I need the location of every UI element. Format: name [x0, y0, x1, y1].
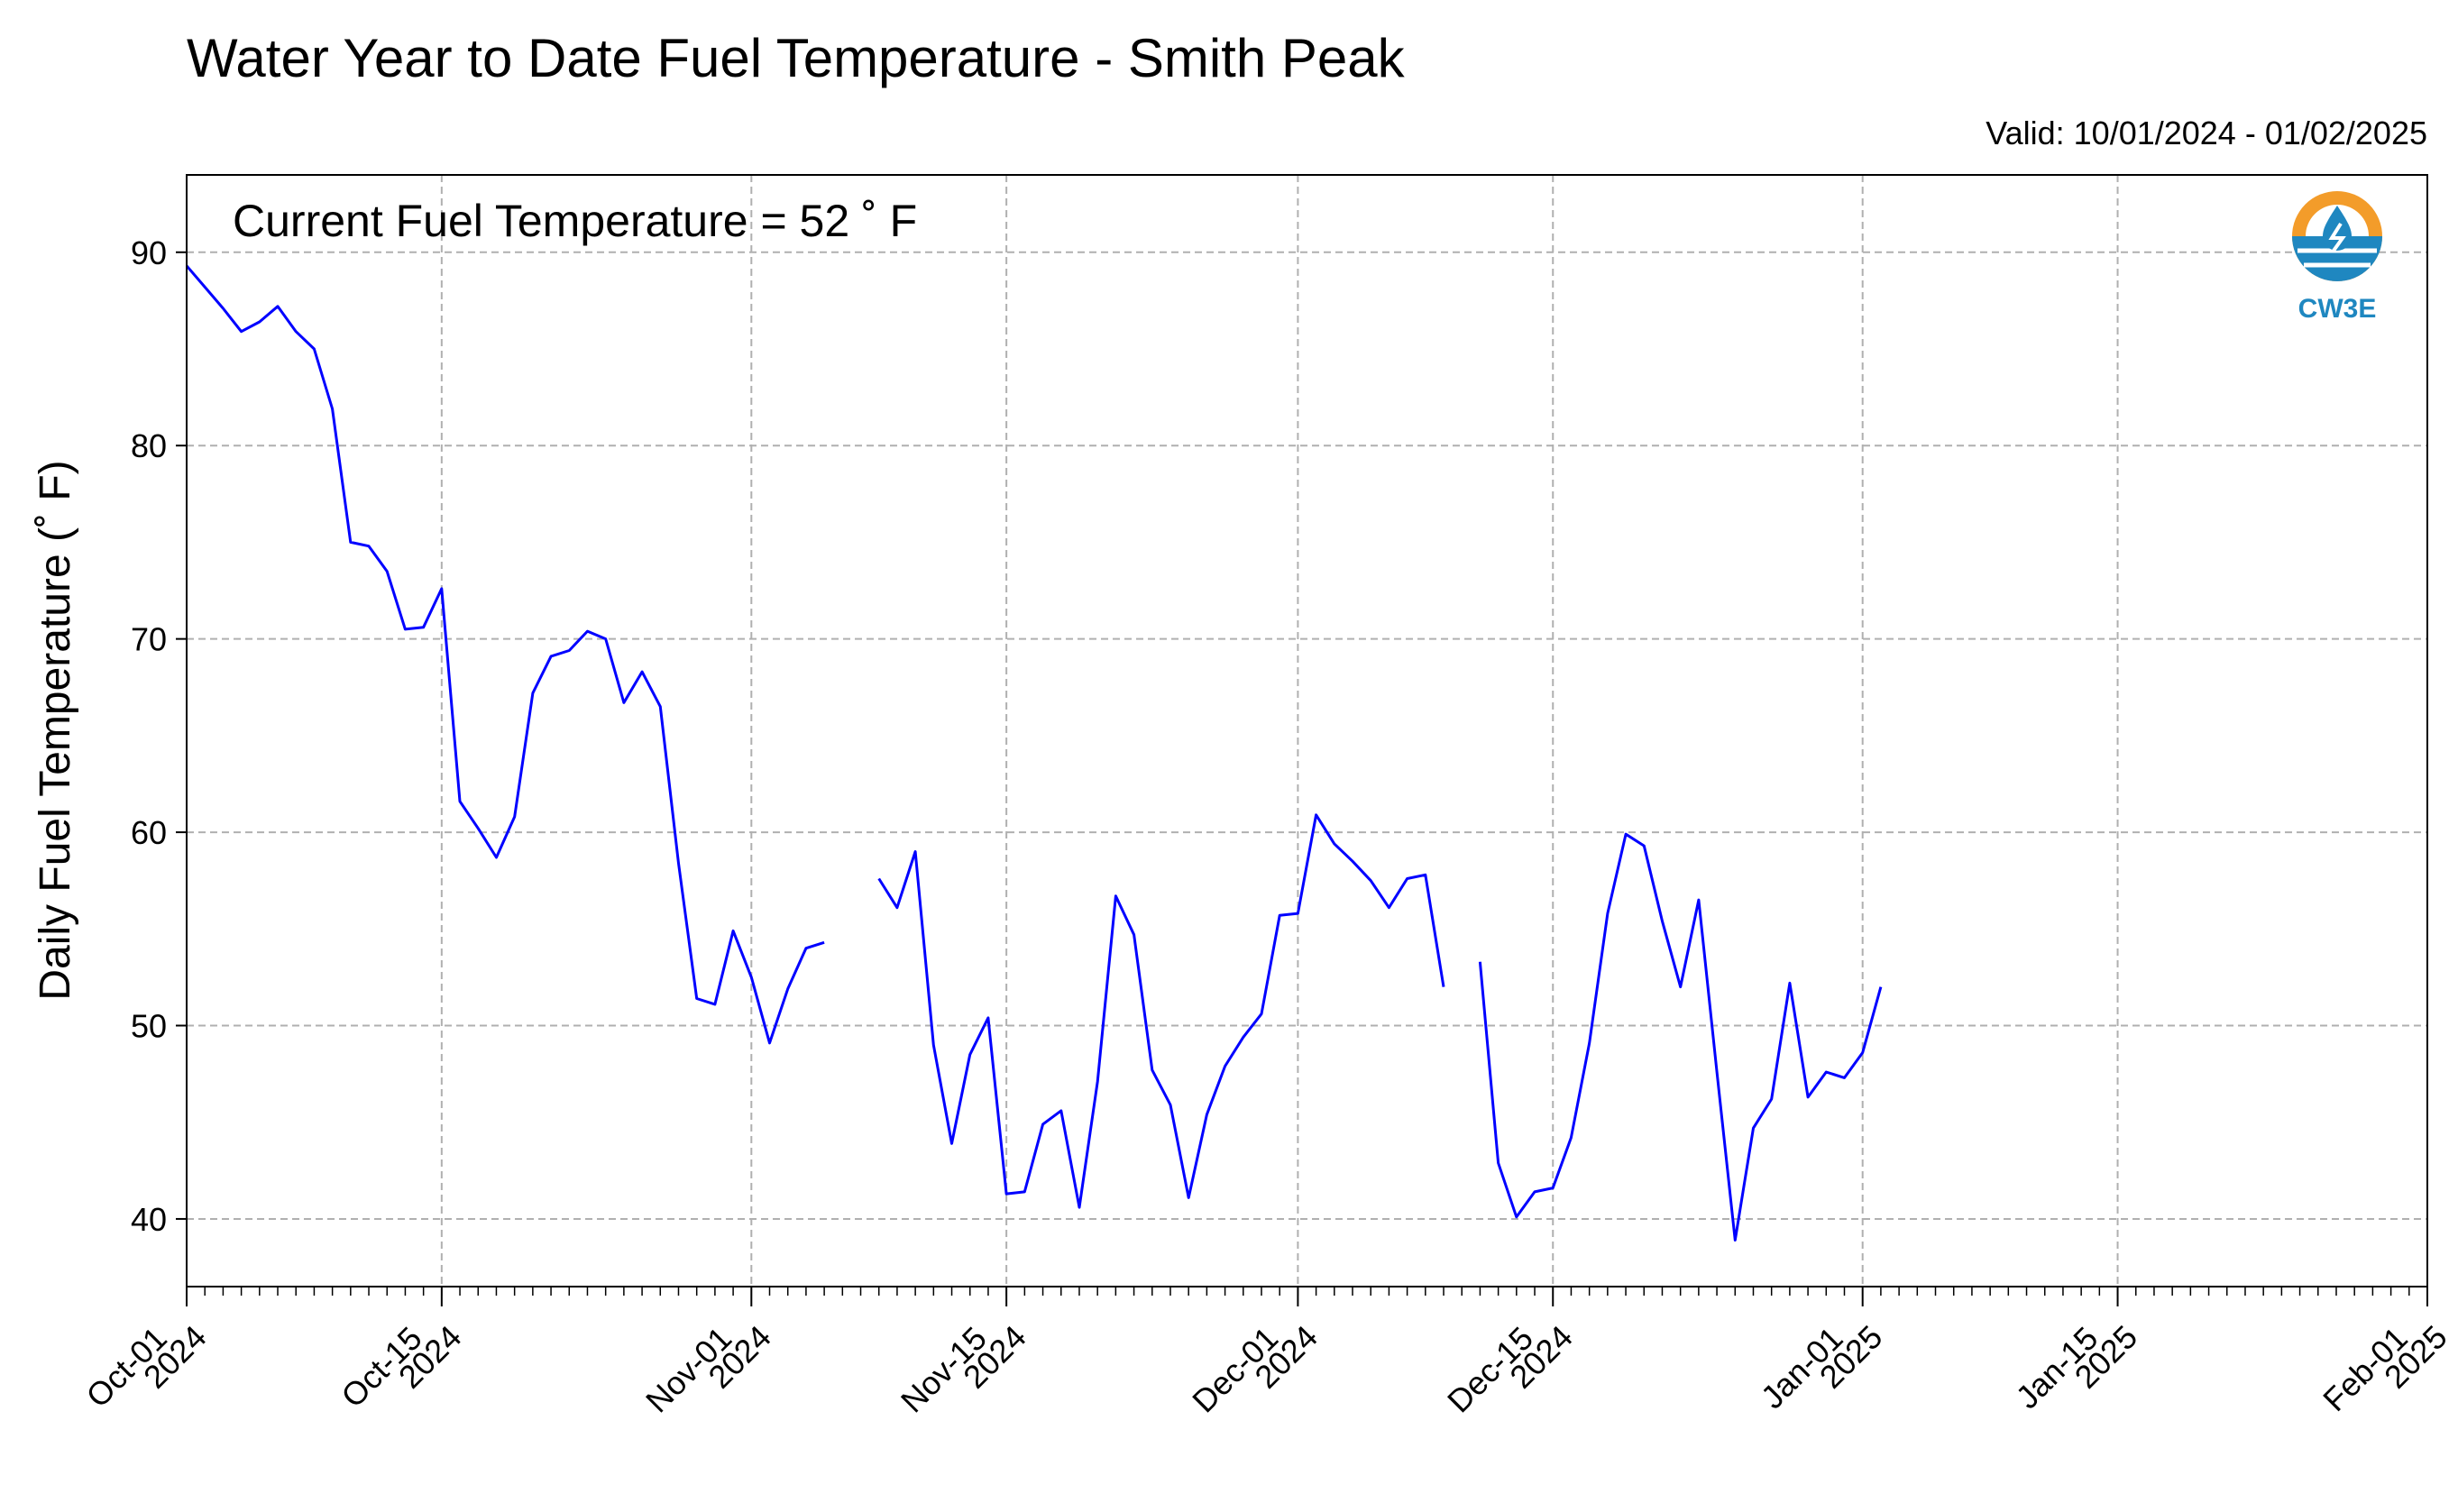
chart-title: Water Year to Date Fuel Temperature - Sm…: [187, 28, 1406, 88]
y-axis-ticks: 40 50 60 70 80 90: [131, 234, 187, 1238]
y-tick-label: 80: [131, 427, 167, 464]
y-tick-label: 60: [131, 814, 167, 851]
y-tick-label: 90: [131, 234, 167, 271]
fuel-temperature-line: [185, 264, 1883, 1242]
y-axis-label: Daily Fuel Temperature (˚ F): [32, 460, 79, 1000]
drop-swirl-icon: [2328, 222, 2346, 252]
plot-frame: [186, 174, 2428, 1287]
logo-waves-icon: [2292, 236, 2382, 281]
y-tick-label: 50: [131, 1008, 167, 1045]
cw3e-logo: CW3E: [2292, 191, 2382, 324]
valid-date-range: Valid: 10/01/2024 - 01/02/2025: [1986, 115, 2427, 151]
logo-text: CW3E: [2298, 294, 2377, 324]
gridlines: [187, 175, 2427, 1287]
y-tick-label: 70: [131, 621, 167, 658]
y-tick-label: 40: [131, 1201, 167, 1238]
current-fuel-temperature: Current Fuel Temperature = 52 ˚ F: [233, 196, 917, 246]
series-layer: [185, 264, 1883, 1242]
